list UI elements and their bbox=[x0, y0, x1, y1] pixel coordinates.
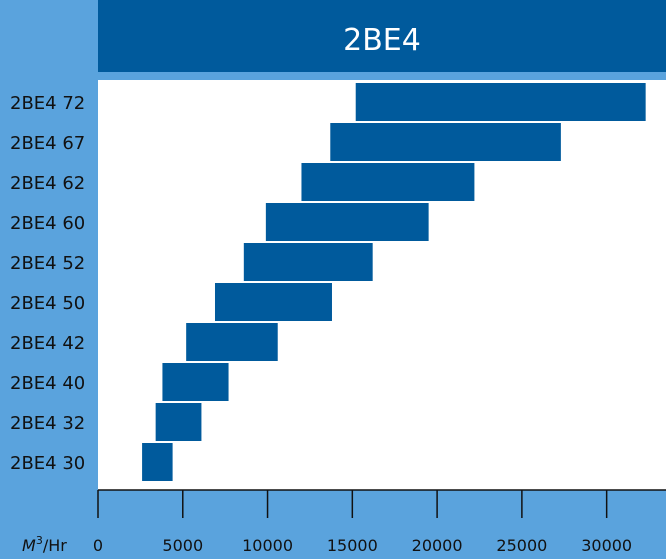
bars-group bbox=[142, 83, 646, 481]
title-band bbox=[98, 0, 666, 72]
category-labels: 2BE4 72 2BE4 67 2BE4 62 2BE4 60 2BE4 52 2BE4 … bbox=[10, 93, 85, 474]
category-label: 2BE4 42 bbox=[10, 333, 85, 354]
category-label: 2BE4 50 bbox=[10, 293, 85, 314]
x-tick-label: 25000 bbox=[496, 536, 547, 555]
x-tick-label: 20000 bbox=[412, 536, 463, 555]
x-tick-label: 0 bbox=[93, 536, 103, 555]
bar-2be4-52 bbox=[243, 243, 373, 281]
category-label: 2BE4 72 bbox=[10, 93, 85, 114]
category-label: 2BE4 60 bbox=[10, 213, 85, 234]
bar-2be4-32 bbox=[155, 403, 202, 441]
category-label: 2BE4 67 bbox=[10, 133, 85, 154]
bar-2be4-50 bbox=[214, 283, 332, 321]
bar-2be4-67 bbox=[330, 123, 561, 161]
bar-2be4-72 bbox=[355, 83, 646, 121]
category-label: 2BE4 62 bbox=[10, 173, 85, 194]
x-tick-label: 10000 bbox=[242, 536, 293, 555]
category-label: 2BE4 40 bbox=[10, 373, 85, 394]
x-axis-ticks: 0 5000 10000 15000 20000 25000 30000 bbox=[93, 490, 632, 555]
x-tick-label: 30000 bbox=[581, 536, 632, 555]
category-label: 2BE4 52 bbox=[10, 253, 85, 274]
chart-title: 2BE4 bbox=[343, 23, 421, 58]
bar-2be4-40 bbox=[162, 363, 229, 401]
x-axis-label: M3/Hr bbox=[22, 534, 67, 555]
x-tick-label: 5000 bbox=[162, 536, 203, 555]
category-label: 2BE4 30 bbox=[10, 453, 85, 474]
category-label: 2BE4 32 bbox=[10, 413, 85, 434]
bar-2be4-62 bbox=[301, 163, 475, 201]
bar-2be4-42 bbox=[186, 323, 278, 361]
x-tick-label: 15000 bbox=[327, 536, 378, 555]
bar-2be4-60 bbox=[265, 203, 429, 241]
bar-2be4-30 bbox=[142, 443, 173, 481]
